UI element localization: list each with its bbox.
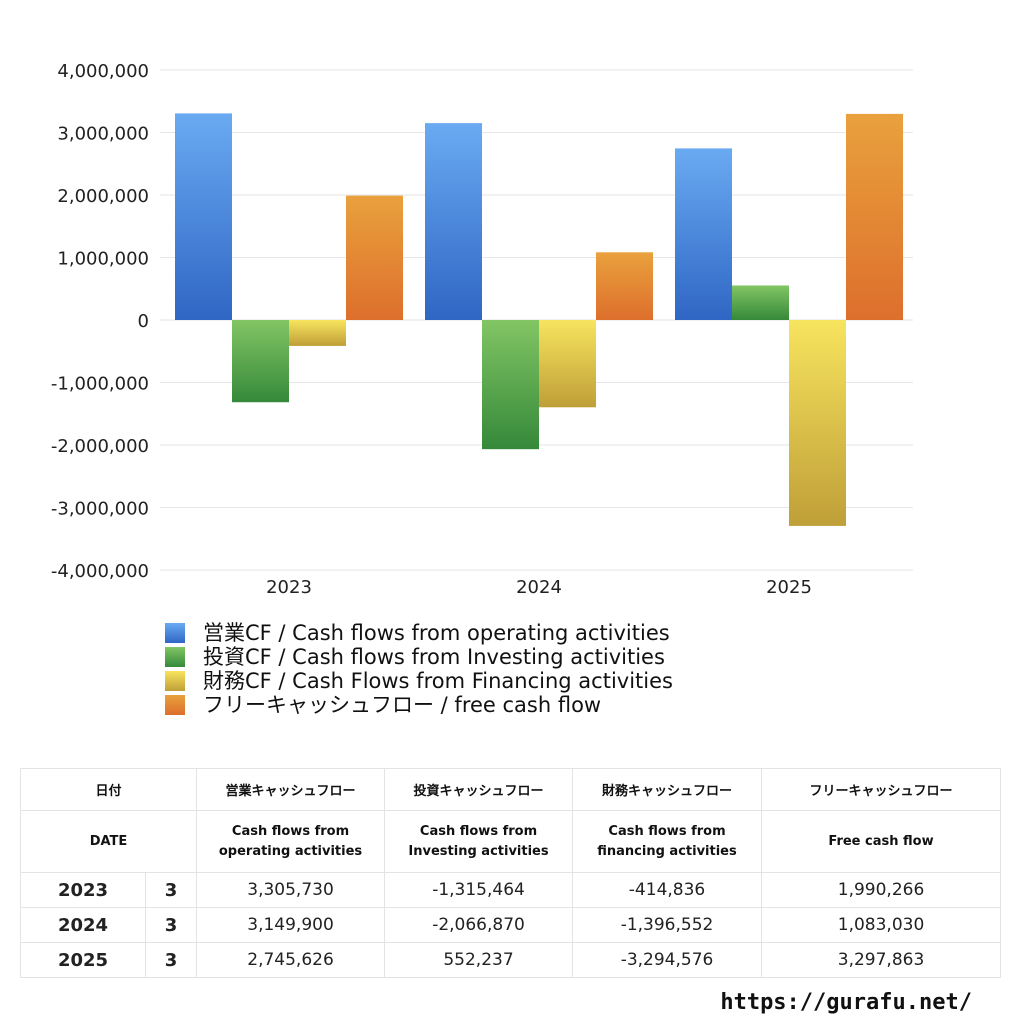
- y-tick-label: 2,000,000: [57, 186, 149, 207]
- bar-operating-2025: [675, 148, 732, 320]
- table-row: 2024 3 3,149,900 -2,066,870 -1,396,552 1…: [20, 907, 1002, 943]
- row-year: 2025: [20, 942, 146, 978]
- row-financing: -3,294,576: [572, 942, 763, 978]
- x-tick-label: 2023: [266, 577, 312, 598]
- table-header-en: DATE Cash flows from operating activities…: [19, 810, 1002, 873]
- row-operating: 3,149,900: [196, 907, 386, 943]
- chart-legend: 営業CF / Cash flows from operating activit…: [165, 621, 865, 717]
- legend-item-investing: 投資CF / Cash flows from Investing activit…: [165, 645, 865, 669]
- legend-swatch-operating: [165, 623, 185, 643]
- site-url[interactable]: https://gurafu.net/: [720, 990, 972, 1015]
- row-free: 1,990,266: [761, 872, 1002, 908]
- y-tick-label: -1,000,000: [51, 374, 149, 395]
- row-investing: 552,237: [384, 942, 574, 978]
- row-year: 2024: [20, 907, 146, 943]
- bar-financing-2024: [539, 320, 596, 408]
- header-operating-en-line1: Cash flows from: [231, 823, 350, 839]
- row-year: 2023: [20, 872, 146, 908]
- bar-operating-2024: [425, 123, 482, 320]
- header-free-en: Free cash flow: [761, 810, 1002, 873]
- y-tick-label: 1,000,000: [57, 249, 149, 270]
- x-tick-label: 2024: [516, 577, 562, 598]
- bar-financing-2023: [289, 320, 346, 346]
- row-month: 3: [144, 872, 198, 908]
- cash-flow-table: 日付 営業キャッシュフロー 投資キャッシュフロー 財務キャッシュフロー フリーキ…: [19, 768, 1002, 978]
- header-financing-en-line1: Cash flows from: [608, 823, 726, 839]
- y-tick-label: -2,000,000: [51, 436, 149, 457]
- bar-free-2025: [846, 113, 903, 320]
- bar-investing-2025: [732, 285, 789, 320]
- table-row: 2023 3 3,305,730 -1,315,464 -414,836 1,9…: [20, 872, 1002, 908]
- row-investing: -1,315,464: [384, 872, 574, 908]
- header-investing-en-line2: Investing activities: [408, 843, 549, 859]
- row-month: 3: [144, 942, 198, 978]
- bar-investing-2024: [482, 320, 539, 450]
- legend-label-operating: 営業CF / Cash flows from operating activit…: [203, 621, 670, 645]
- table-row: 2025 3 2,745,626 552,237 -3,294,576 3,29…: [20, 942, 1002, 978]
- row-investing: -2,066,870: [384, 907, 574, 943]
- bar-free-2023: [346, 195, 403, 320]
- y-tick-label: -4,000,000: [51, 561, 149, 582]
- row-financing: -414,836: [572, 872, 763, 908]
- bar-free-2024: [596, 252, 653, 320]
- y-tick-label: 4,000,000: [57, 61, 149, 82]
- row-free: 1,083,030: [761, 907, 1002, 943]
- header-financing-en: Cash flows from financing activities: [572, 810, 763, 873]
- table-header-jp: 日付 営業キャッシュフロー 投資キャッシュフロー 財務キャッシュフロー フリーキ…: [19, 768, 1002, 811]
- cash-flow-bar-chart: 4,000,000 3,000,000 2,000,000 1,000,000 0 -1,…: [51, 61, 913, 598]
- header-financing-jp: 財務キャッシュフロー: [572, 768, 763, 811]
- y-tick-label: 3,000,000: [57, 124, 149, 145]
- header-date-en: DATE: [19, 810, 198, 873]
- row-operating: 2,745,626: [196, 942, 386, 978]
- header-date-jp: 日付: [19, 768, 198, 811]
- legend-item-free: フリーキャッシュフロー / free cash flow: [165, 693, 865, 717]
- header-operating-jp: 営業キャッシュフロー: [196, 768, 386, 811]
- header-investing-jp: 投資キャッシュフロー: [384, 768, 574, 811]
- y-axis: 4,000,000 3,000,000 2,000,000 1,000,000 0 -1,…: [51, 61, 149, 582]
- row-month: 3: [144, 907, 198, 943]
- row-free: 3,297,863: [761, 942, 1002, 978]
- header-free-jp: フリーキャッシュフロー: [761, 768, 1002, 811]
- legend-swatch-investing: [165, 647, 185, 667]
- x-axis: 2023 2024 2025: [266, 577, 812, 598]
- legend-label-free: フリーキャッシュフロー / free cash flow: [203, 693, 602, 717]
- header-investing-en: Cash flows from Investing activities: [384, 810, 574, 873]
- header-investing-en-line1: Cash flows from: [419, 823, 538, 839]
- bar-operating-2023: [175, 113, 232, 320]
- header-financing-en-line2: financing activities: [597, 843, 737, 859]
- legend-item-operating: 営業CF / Cash flows from operating activit…: [165, 621, 865, 645]
- row-operating: 3,305,730: [196, 872, 386, 908]
- header-operating-en: Cash flows from operating activities: [196, 810, 386, 873]
- header-operating-en-line2: operating activities: [218, 843, 363, 859]
- bar-investing-2023: [232, 320, 289, 403]
- legend-label-investing: 投資CF / Cash flows from Investing activit…: [203, 645, 665, 669]
- legend-swatch-free: [165, 695, 185, 715]
- x-tick-label: 2025: [766, 577, 812, 598]
- y-tick-label: -3,000,000: [51, 499, 149, 520]
- bars: [175, 113, 903, 526]
- legend-item-financing: 財務CF / Cash Flows from Financing activit…: [165, 669, 865, 693]
- legend-label-financing: 財務CF / Cash Flows from Financing activit…: [203, 669, 673, 693]
- bar-financing-2025: [789, 320, 846, 526]
- row-financing: -1,396,552: [572, 907, 763, 943]
- legend-swatch-financing: [165, 671, 185, 691]
- y-tick-label: 0: [138, 311, 149, 332]
